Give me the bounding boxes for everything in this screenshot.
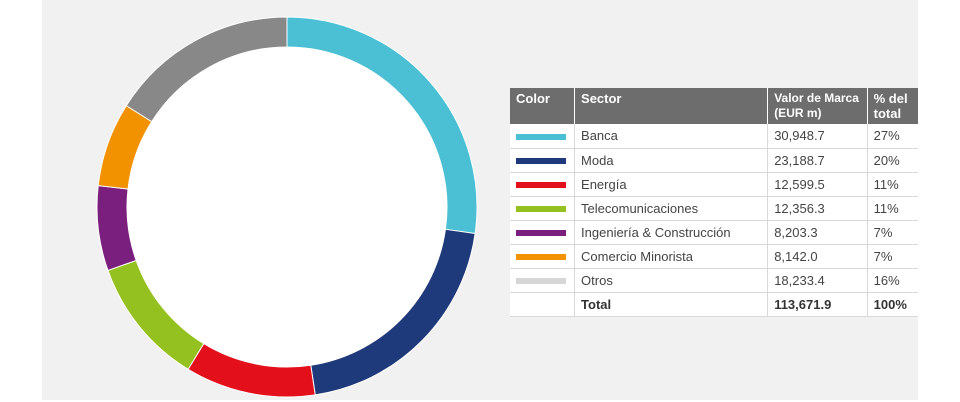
legend-sector: Telecomunicaciones: [574, 196, 769, 221]
legend-value: 18,233.4: [767, 268, 868, 293]
total-pct: 100%: [867, 292, 918, 317]
legend-row: Energía 12,599.5 11%: [510, 172, 918, 197]
legend-sector: Banca: [574, 124, 769, 149]
legend-swatch-cell: [510, 244, 576, 269]
donut-chart: [96, 16, 478, 398]
legend-swatch-cell: [510, 172, 576, 197]
legend-value: 23,188.7: [767, 148, 868, 173]
legend-value: 8,142.0: [767, 244, 868, 269]
legend-value: 12,356.3: [767, 196, 868, 221]
chart-panel: Color Sector Valor de Marca (EUR m) % de…: [42, 0, 918, 400]
header-color: Color: [510, 88, 576, 124]
legend-row: Moda 23,188.7 20%: [510, 148, 918, 173]
legend-sector: Energía: [574, 172, 769, 197]
legend-swatch: [516, 278, 566, 285]
legend-pct: 11%: [867, 196, 918, 221]
legend-body: Banca 30,948.7 27% Moda 23,188.7 20% Energía 12…: [510, 124, 918, 293]
legend-sector: Otros: [574, 268, 769, 293]
total-label: Total: [574, 292, 769, 317]
legend-value: 30,948.7: [767, 124, 868, 149]
legend-swatch-cell: [510, 220, 576, 245]
legend-value: 12,599.5: [767, 172, 868, 197]
legend-pct: 7%: [867, 244, 918, 269]
legend-row: Ingeniería & Construcción 8,203.3 7%: [510, 220, 918, 245]
legend-sector: Moda: [574, 148, 769, 173]
legend-pct: 11%: [867, 172, 918, 197]
legend-swatch-cell: [510, 196, 576, 221]
legend-swatch-cell: [510, 148, 576, 173]
legend-value: 8,203.3: [767, 220, 868, 245]
legend-swatch: [516, 133, 566, 140]
total-swatch-cell: [510, 292, 576, 317]
legend-pct: 27%: [867, 124, 918, 149]
header-value-line1: Valor de Marca: [774, 91, 859, 105]
donut-slices: [96, 16, 478, 398]
legend-swatch: [516, 182, 566, 189]
legend-sector: Ingeniería & Construcción: [574, 220, 769, 245]
legend-pct: 20%: [867, 148, 918, 173]
legend-table: Color Sector Valor de Marca (EUR m) % de…: [510, 88, 918, 317]
header-pct-line2: total: [873, 106, 902, 121]
legend-swatch: [516, 230, 566, 237]
header-pct: % del total: [867, 88, 918, 124]
legend-pct: 16%: [867, 268, 918, 293]
legend-swatch: [516, 254, 566, 261]
legend-swatch-cell: [510, 268, 576, 293]
legend-pct: 7%: [867, 220, 918, 245]
header-value: Valor de Marca (EUR m): [767, 88, 868, 124]
legend-row: Comercio Minorista 8,142.0 7%: [510, 244, 918, 269]
legend-row: Otros 18,233.4 16%: [510, 268, 918, 293]
header-pct-line1: % del: [873, 91, 908, 106]
header-sector: Sector: [574, 88, 769, 124]
legend-sector: Comercio Minorista: [574, 244, 769, 269]
legend-swatch: [516, 206, 566, 213]
legend-swatch-cell: [510, 124, 576, 149]
legend-row: Telecomunicaciones 12,356.3 11%: [510, 196, 918, 221]
legend-header-row: Color Sector Valor de Marca (EUR m) % de…: [510, 88, 918, 124]
legend-row: Banca 30,948.7 27%: [510, 124, 918, 149]
legend-total-row: Total 113,671.9 100%: [510, 292, 918, 317]
header-value-line2: (EUR m): [774, 106, 822, 120]
legend-swatch: [516, 158, 566, 165]
donut-hole: [127, 47, 447, 367]
total-value: 113,671.9: [767, 292, 868, 317]
